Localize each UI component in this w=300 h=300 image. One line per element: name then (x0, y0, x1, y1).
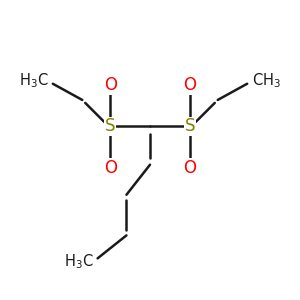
Text: O: O (183, 159, 196, 177)
Text: $\mathregular{H_3C}$: $\mathregular{H_3C}$ (64, 253, 94, 271)
Text: $\mathregular{CH_3}$: $\mathregular{CH_3}$ (252, 71, 280, 90)
Text: O: O (104, 159, 117, 177)
Text: O: O (183, 76, 196, 94)
Text: $\mathregular{H_3C}$: $\mathregular{H_3C}$ (19, 71, 48, 90)
Text: S: S (105, 117, 116, 135)
Text: O: O (104, 76, 117, 94)
Text: S: S (184, 117, 195, 135)
